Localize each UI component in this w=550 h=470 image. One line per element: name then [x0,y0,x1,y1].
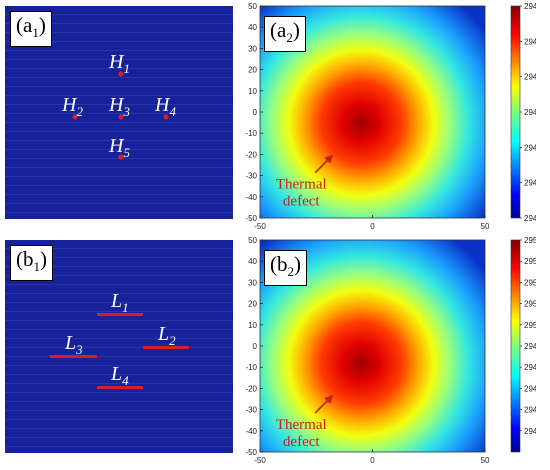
y-tick-label: 30 [248,44,257,53]
heat-line-label-l1: L1 [110,290,129,315]
heat-point-marker-h5 [118,154,124,160]
colorbar-tick-label: 294.7 [524,2,536,11]
colorbar-tick-label: 294.6 [524,37,536,46]
heat-line-label-l4: L4 [110,363,129,388]
schematic-a1-overlay: H1 H2 H3 H4 H5 [61,51,176,160]
colorbar [510,5,521,219]
heat-line-l4 [97,386,143,389]
colorbar-tick-label: 294.6 [524,406,536,415]
y-tick-label: -30 [245,406,257,415]
panel-label-b1: (b1) [10,245,53,282]
y-tick-label: 0 [253,342,258,351]
schematic-a1: H1 H2 H3 H4 H5 (a1) [5,6,233,219]
colorbar-tick-label: 294.8 [524,363,536,372]
heat-point-marker-h1 [118,71,124,77]
y-tick-label: 0 [253,108,258,117]
y-tick-label: -20 [245,150,257,159]
annotation-text-line1: Thermal [276,177,327,193]
x-tick-label: 0 [370,456,375,465]
annotation-text-line2: defect [283,434,320,450]
colorbar-tick-label: 294.5 [524,73,536,82]
y-tick-label: 40 [248,257,257,266]
heat-point-label-h1: H1 [108,51,130,76]
colorbar-tick-label: 294.9 [524,342,536,351]
colorbar-tick-label: 294.3 [524,143,536,152]
y-tick-label: 40 [248,23,257,32]
colorbar-tick-label: 295 [524,321,536,330]
heat-point-marker-h2 [72,114,78,120]
annotation-arrow-shaft [314,158,330,174]
colorbar-tick-label: 294.1 [524,214,536,223]
panel-label-a2: (a2) [264,16,306,53]
colorbar-tick-label: 295.3 [524,257,536,266]
colorbar-tick-label: 294.7 [524,384,536,393]
x-tick-label: 50 [481,222,490,231]
schematic-b1-overlay: L1 L2 L3 L4 [50,290,189,389]
colorbar-tick-label: 295.4 [524,236,536,245]
colorbar-tick-label: 294.4 [524,108,536,117]
heat-line-label-l2: L2 [157,323,176,348]
y-tick-label: -40 [245,193,257,202]
x-tick-label: 0 [370,222,375,231]
y-tick-label: -20 [245,384,257,393]
heat-line-label-l3: L3 [64,332,83,357]
y-tick-label: 20 [248,300,257,309]
y-tick-label: 10 [248,321,257,330]
colorbar-tick-label: 295.1 [524,300,536,309]
y-tick-label: 30 [248,278,257,287]
x-tick-label: 50 [481,456,490,465]
colorbar-tick-label: 295.2 [524,278,536,287]
heat-line-l3 [50,355,97,358]
x-tick-label: -50 [254,222,266,231]
y-tick-label: -30 [245,172,257,181]
heat-line-l1 [97,313,143,316]
panel-label-b2: (b2) [264,250,307,287]
y-tick-label: -40 [245,427,257,436]
colorbar-tick-label: 294.5 [524,427,536,436]
heat-point-marker-h4 [163,114,169,120]
y-tick-label: 20 [248,66,257,75]
schematic-b1: L1 L2 L3 L4 (b1) [5,240,233,453]
annotation-text-line2: defect [283,194,320,210]
annotation-arrow-shaft [314,398,330,414]
y-tick-label: 50 [248,236,257,245]
heat-point-marker-h3 [118,114,124,120]
y-tick-label: -10 [245,129,257,138]
colorbar-tick-label: 294.2 [524,179,536,188]
x-tick-label: -50 [254,456,266,465]
annotation-text-line1: Thermal [276,417,327,433]
heat-point-label-h2: H2 [61,94,83,119]
y-tick-label: 50 [248,2,257,11]
y-tick-label: 10 [248,87,257,96]
colorbar [510,239,521,453]
y-tick-label: -50 [245,448,257,457]
heat-point-label-h3: H3 [108,94,130,119]
panel-label-a1: (a1) [10,11,52,48]
heat-point-label-h5: H5 [108,135,130,160]
y-tick-label: -10 [245,363,257,372]
annotation-arrow-head [324,154,334,164]
heat-point-label-h4: H4 [154,94,176,119]
annotation-arrow-head [324,394,334,404]
heat-line-l2 [143,346,189,349]
y-tick-label: -50 [245,214,257,223]
